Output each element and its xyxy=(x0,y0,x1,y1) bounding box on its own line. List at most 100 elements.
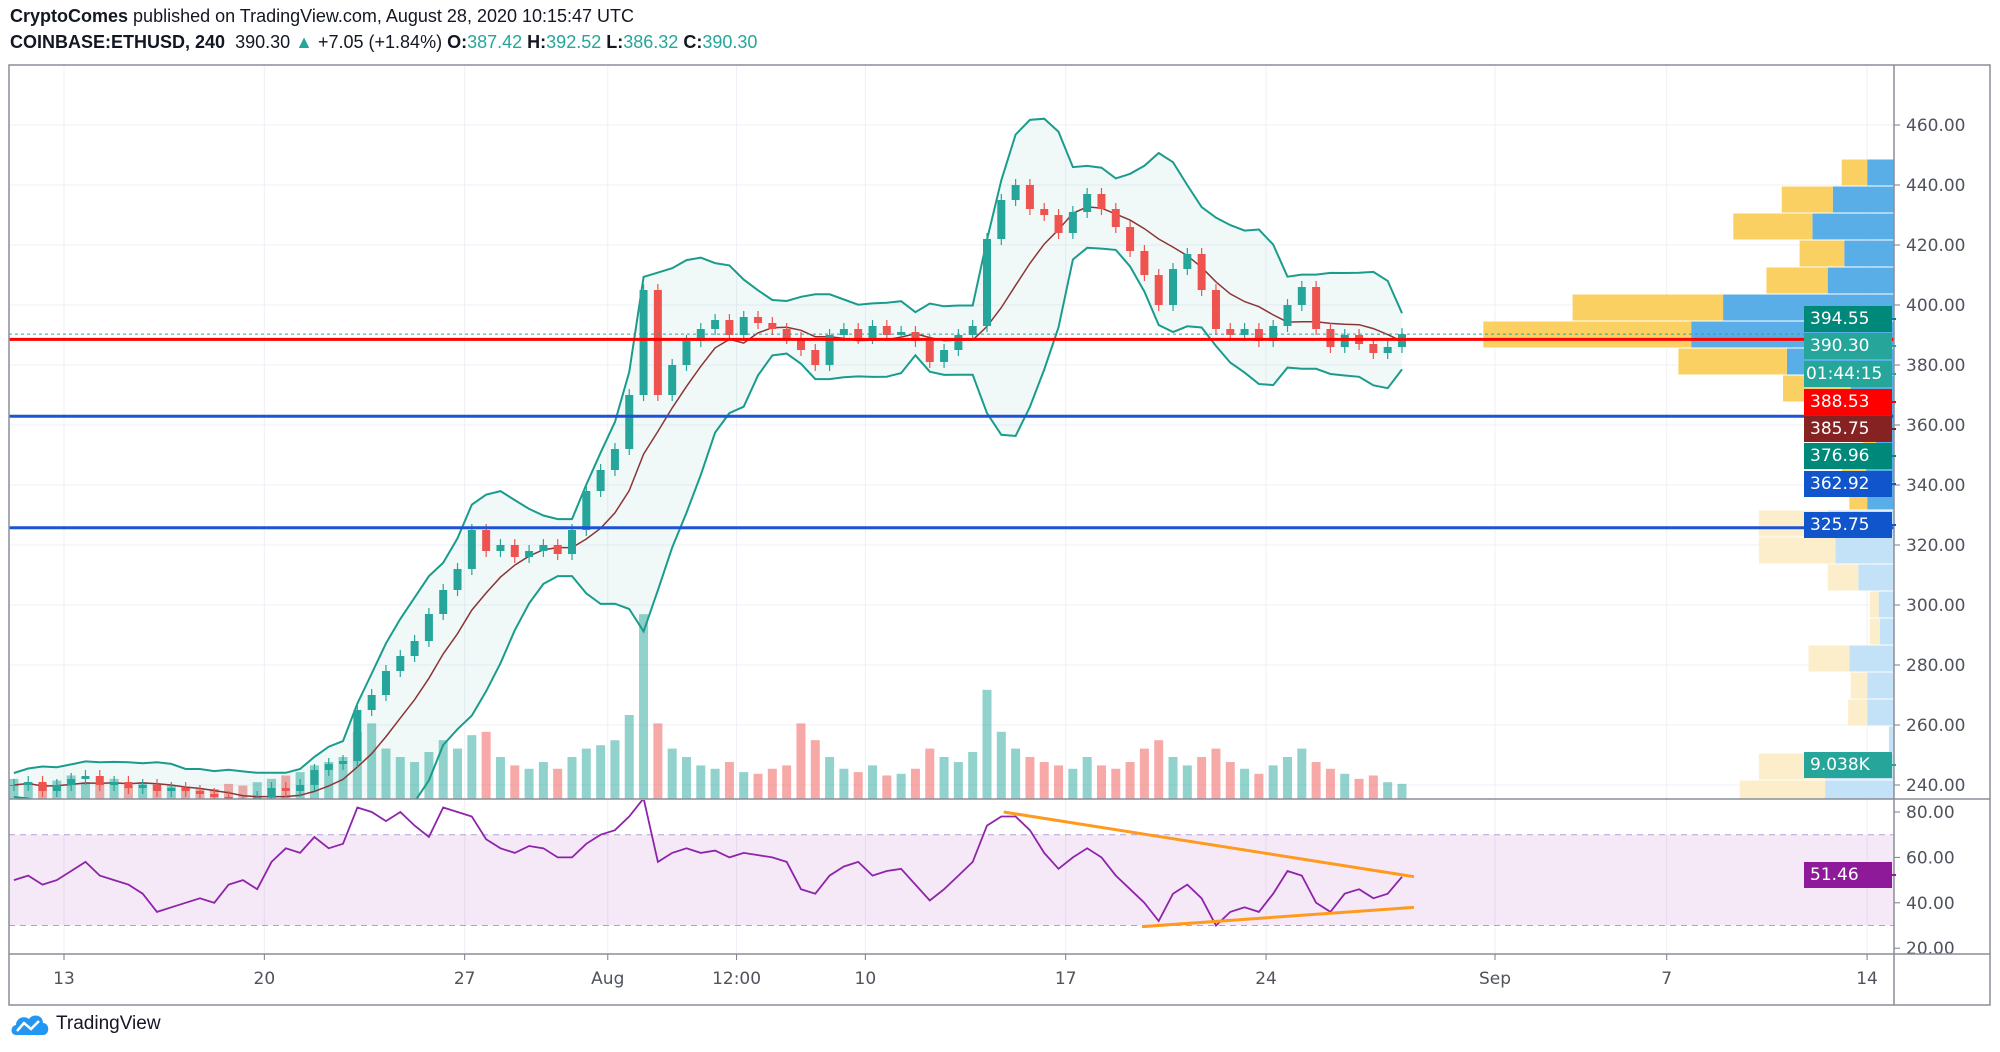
volume-bar xyxy=(1368,775,1378,799)
open-value: 387.42 xyxy=(467,32,523,52)
candle-body xyxy=(1154,275,1163,305)
volume-profile-down xyxy=(1799,240,1845,267)
author-name[interactable]: CryptoComes xyxy=(10,6,129,26)
candle-body xyxy=(1240,329,1249,335)
candle-body xyxy=(138,785,147,788)
volume-bar xyxy=(338,757,348,799)
volume-bar xyxy=(1039,762,1049,799)
volume-bar xyxy=(1025,757,1035,799)
volume-bar xyxy=(1283,757,1293,799)
volume-profile-down xyxy=(1572,294,1724,321)
volume-profile-up xyxy=(1812,213,1894,240)
candle-body xyxy=(467,530,476,569)
candle-body xyxy=(1197,254,1206,290)
volume-bar xyxy=(553,768,563,799)
candle-body xyxy=(1025,185,1034,209)
price-axis-label: 360.00 xyxy=(1906,416,1965,436)
volume-bar xyxy=(782,765,792,799)
volume-bar xyxy=(1068,768,1078,799)
chart-border xyxy=(8,64,1991,1006)
volume-bar xyxy=(968,751,978,799)
time-axis-label: 13 xyxy=(53,969,75,989)
volume-bar xyxy=(1254,773,1264,799)
volume-profile-down xyxy=(1781,186,1833,213)
candle-body xyxy=(568,530,577,554)
volume-bar xyxy=(1211,748,1221,799)
volume-profile-up xyxy=(1888,726,1894,753)
candle-body xyxy=(239,803,247,806)
candle-body xyxy=(310,770,319,785)
candle-body xyxy=(52,785,61,791)
time-axis-label: 24 xyxy=(1255,969,1277,989)
candle-body xyxy=(496,545,505,551)
candle-body xyxy=(954,335,963,350)
volume-bar xyxy=(910,768,920,799)
volume-profile-up xyxy=(1858,564,1894,591)
candle-body xyxy=(81,776,90,779)
tradingview-logo[interactable]: TradingView xyxy=(10,1012,161,1036)
candle-body xyxy=(768,323,777,329)
volume-bar xyxy=(1096,765,1106,799)
volume-profile-down xyxy=(1758,537,1836,564)
volume-bar xyxy=(438,740,448,799)
candle-body xyxy=(610,449,619,470)
volume-bar xyxy=(839,768,849,799)
volume-bar xyxy=(1354,778,1364,799)
candle-body xyxy=(754,317,763,323)
candle-body xyxy=(1140,251,1149,275)
candle-body xyxy=(67,779,76,785)
candle-body xyxy=(281,788,290,791)
volume-bar xyxy=(710,768,720,799)
bollinger-basis-line xyxy=(13,206,1403,798)
candle-body xyxy=(396,656,405,671)
volume-bar xyxy=(1397,783,1407,799)
volume-bar xyxy=(1111,768,1121,799)
volume-bar xyxy=(681,757,691,799)
volume-bar xyxy=(925,748,935,799)
candle-body xyxy=(982,239,991,326)
candle-body xyxy=(424,614,433,641)
volume-profile-up xyxy=(1867,672,1894,699)
volume-bar xyxy=(624,715,634,799)
candle-body xyxy=(1083,194,1092,212)
candle-body xyxy=(811,350,820,365)
bollinger-lower-line xyxy=(13,246,1403,799)
candle-body xyxy=(911,332,920,341)
volume-profile-down xyxy=(1848,699,1868,726)
last-price: 390.30 xyxy=(235,32,291,52)
candle-body xyxy=(339,761,348,764)
volume-bar xyxy=(324,762,334,799)
candle-body xyxy=(854,329,863,338)
volume-profile-down xyxy=(1766,267,1828,294)
candle-body xyxy=(210,794,219,797)
candle-body xyxy=(95,776,104,785)
close-label: C: xyxy=(683,32,703,52)
candle-body xyxy=(1040,209,1049,215)
volume-label: 9.038K xyxy=(1804,752,1896,778)
time-axis-label: 14 xyxy=(1856,969,1878,989)
volume-profile-up xyxy=(1827,267,1894,294)
tradingview-cloud-logo-icon xyxy=(11,1015,49,1035)
volume-profile-down xyxy=(1869,591,1879,618)
price-axis-label: 460.00 xyxy=(1906,116,1965,136)
main-pane xyxy=(9,117,1894,806)
candle-body xyxy=(997,200,1006,239)
candle-body xyxy=(1254,329,1263,341)
blue-line-label-1: 362.92 xyxy=(1804,471,1896,497)
volume-bar xyxy=(896,773,906,799)
high-value: 392.52 xyxy=(546,32,602,52)
time-axis-label: 12:00 xyxy=(712,969,761,989)
volume-profile-up xyxy=(1849,645,1894,672)
candle-body xyxy=(510,545,519,557)
bollinger-band-fill xyxy=(13,118,1402,799)
candle-body xyxy=(539,545,548,551)
candle-body xyxy=(439,590,448,614)
volume-bar xyxy=(381,748,391,799)
volume-bar xyxy=(639,614,649,799)
candle-body xyxy=(153,785,162,791)
rsi-value-label: 51.46 xyxy=(1804,862,1896,888)
volume-bar xyxy=(1168,757,1178,799)
candle-body xyxy=(1097,194,1106,209)
volume-bar xyxy=(1082,757,1092,799)
